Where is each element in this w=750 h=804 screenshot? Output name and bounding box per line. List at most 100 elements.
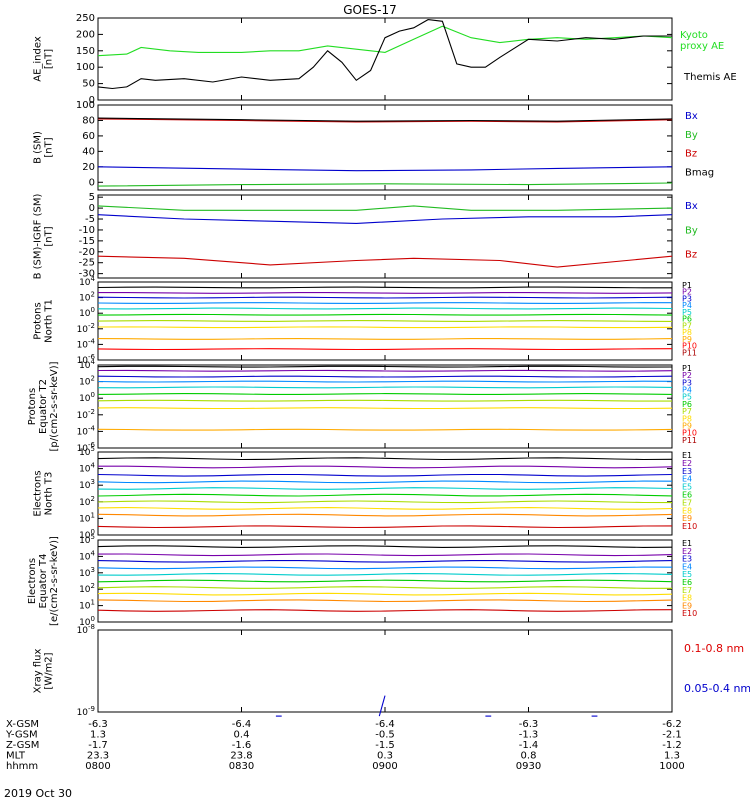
- channel-line: [98, 481, 672, 483]
- y-axis-label: Electrons: [33, 470, 44, 516]
- channel-line: [98, 494, 672, 496]
- y-axis-label: AE_index: [33, 36, 44, 82]
- y-tick-label: 103: [79, 566, 95, 579]
- y-tick-label: 103: [79, 478, 95, 491]
- y-tick-label: 102: [79, 291, 95, 304]
- y-axis-label: [e/(cm2-s-sr-keV)]: [49, 536, 60, 626]
- y-tick-label: 0: [89, 177, 95, 188]
- ephemeris-value: -1.2: [662, 740, 682, 751]
- channel-line: [98, 610, 672, 612]
- y-axis-label: [nT]: [44, 137, 55, 157]
- legend-entry: 0.1-0.8 nm: [684, 642, 744, 655]
- series-line: [98, 167, 672, 171]
- y-tick-label: 20: [82, 162, 95, 173]
- legend-entry: Bz: [685, 250, 697, 261]
- series-line: [98, 206, 672, 210]
- y-tick-label: 10-9: [77, 705, 95, 718]
- channel-line: [98, 308, 672, 309]
- ephemeris-value: 0.3: [377, 751, 393, 762]
- xray-segment: [379, 696, 385, 717]
- panel-frame: [98, 18, 672, 100]
- channel-line: [98, 574, 672, 576]
- channel-line: [98, 321, 672, 322]
- channel-line: [98, 381, 672, 382]
- panel-frame: [98, 630, 672, 712]
- y-tick-label: 102: [79, 582, 95, 595]
- y-tick-label: 102: [79, 495, 95, 508]
- channel-line: [98, 303, 672, 304]
- y-tick-label: 101: [79, 511, 95, 524]
- series-line: [98, 26, 672, 56]
- ephemeris-value: 23.8: [230, 751, 252, 762]
- y-tick-label: 150: [76, 46, 95, 57]
- channel-line: [98, 526, 672, 528]
- y-axis-label: B (SM): [33, 131, 44, 164]
- legend-entry: proxy AE: [680, 41, 724, 52]
- y-axis-label: [nT]: [44, 49, 55, 69]
- ephemeris-value: 0800: [85, 761, 110, 772]
- channel-line: [98, 429, 672, 430]
- channel-line: [98, 287, 672, 288]
- ephemeris-row-label: MLT: [6, 751, 26, 762]
- y-tick-label: 100: [76, 62, 95, 73]
- channel-line: [98, 297, 672, 298]
- channel-line: [98, 400, 672, 401]
- y-axis-label: Protons: [33, 302, 44, 339]
- y-tick-label: 50: [82, 79, 95, 90]
- panel-frame: [98, 452, 672, 535]
- y-tick-label: 104: [79, 462, 95, 475]
- channel-line: [98, 475, 672, 477]
- legend-entry: Bz: [685, 149, 697, 160]
- series-line: [98, 256, 672, 267]
- channel-line: [98, 370, 672, 371]
- y-tick-label: 104: [79, 549, 95, 562]
- channel-line: [98, 466, 672, 468]
- ephemeris-row-label: Y-GSM: [5, 730, 38, 741]
- y-axis-label: Equator T4: [38, 554, 49, 609]
- y-axis-label: North T3: [44, 472, 55, 516]
- y-axis-label: North T1: [44, 299, 55, 343]
- y-tick-label: 60: [82, 131, 95, 142]
- ephemeris-value: -1.3: [519, 730, 539, 741]
- channel-line: [98, 376, 672, 377]
- ephemeris-row-label: hhmm: [6, 761, 38, 772]
- panel-frame: [98, 105, 672, 190]
- ephemeris-value: 0830: [229, 761, 254, 772]
- ephemeris-value: 1000: [659, 761, 684, 772]
- ephemeris-row-label: Z-GSM: [6, 740, 39, 751]
- ephemeris-value: 1.3: [90, 730, 106, 741]
- y-tick-label: 80: [82, 115, 95, 126]
- legend-entry: 0.05-0.4 nm: [684, 682, 750, 695]
- channel-line: [98, 366, 672, 367]
- panel-frame: [98, 540, 672, 622]
- legend-entry: Themis AE: [683, 72, 737, 83]
- y-tick-label: -5: [85, 214, 95, 225]
- y-axis-label: [p/(cm2-s-sr-keV)]: [49, 361, 60, 451]
- ephemeris-value: 0.4: [234, 730, 250, 741]
- panel-b-igrf: B (SM)-IGRF (SM)[nT]50-5-10-15-20-25-30B…: [33, 192, 698, 279]
- y-tick-label: 10-4: [77, 424, 96, 437]
- y-axis-label: Equator T2: [38, 379, 49, 434]
- ephemeris-value: 23.3: [87, 751, 109, 762]
- ephemeris-value: 0930: [516, 761, 541, 772]
- legend-entry: Kyoto: [680, 30, 708, 41]
- channel-line: [98, 554, 672, 556]
- y-tick-label: 10-4: [77, 337, 96, 350]
- panel-frame: [98, 195, 672, 278]
- y-tick-label: 102: [79, 375, 95, 388]
- y-axis-label: Electrons: [27, 558, 38, 604]
- channel-line: [98, 458, 672, 460]
- y-tick-label: 40: [82, 146, 95, 157]
- ephemeris-value: 0.8: [521, 751, 537, 762]
- channel-line: [98, 593, 672, 595]
- y-tick-label: 101: [79, 599, 95, 612]
- channel-line: [98, 488, 672, 490]
- ephemeris-value: -1.7: [88, 740, 108, 751]
- y-tick-label: -15: [79, 236, 95, 247]
